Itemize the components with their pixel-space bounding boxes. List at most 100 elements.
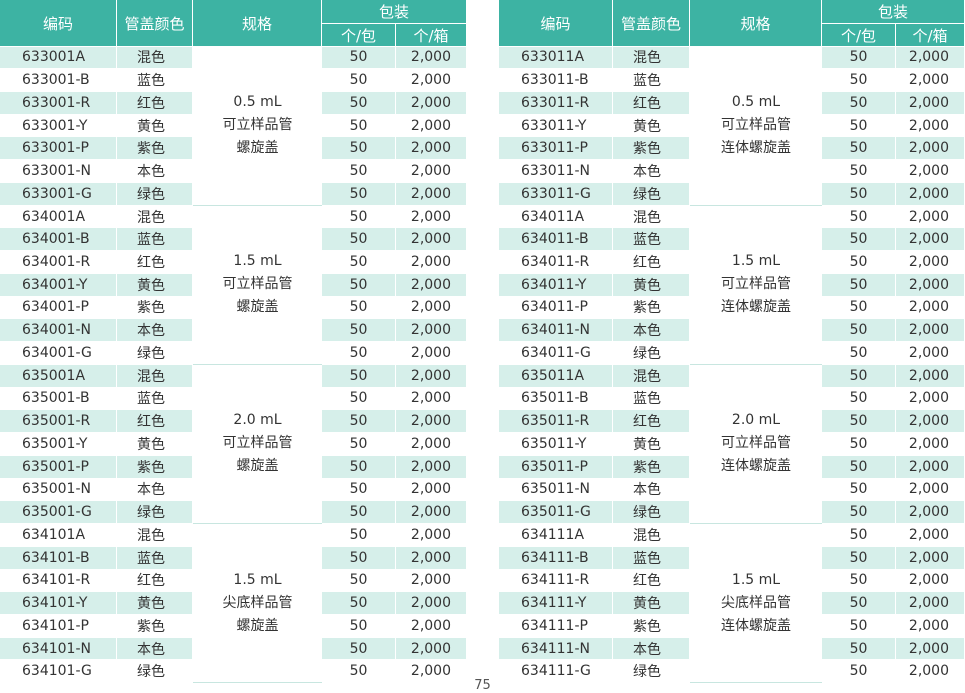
color-cell: 本色 — [613, 637, 690, 661]
spec-line: 2.0 mL — [731, 412, 781, 429]
code-cell: 634011-P — [499, 296, 613, 320]
code-cell: 635001A — [0, 364, 117, 388]
per-bag-cell: 50 — [322, 478, 396, 502]
per-box-cell: 2,000 — [396, 592, 467, 615]
per-box-cell: 2,000 — [396, 410, 467, 434]
code-cell: 635011-B — [499, 387, 613, 411]
spec-line: 1.5 mL — [233, 253, 282, 270]
color-cell: 黄色 — [613, 592, 690, 615]
per-bag-cell: 50 — [822, 91, 896, 115]
color-cell: 绿色 — [613, 660, 690, 684]
color-cell: 红色 — [613, 569, 690, 593]
per-box-cell: 2,000 — [896, 387, 965, 411]
code-cell: 635001-R — [0, 410, 117, 434]
per-bag-cell: 50 — [822, 46, 896, 70]
per-box-cell: 2,000 — [396, 455, 467, 479]
code-cell: 634001-G — [0, 342, 117, 365]
color-cell: 绿色 — [613, 342, 690, 365]
code-cell: 634011-G — [499, 342, 613, 365]
per-bag-cell: 50 — [322, 114, 396, 138]
per-bag-cell: 50 — [822, 137, 896, 161]
code-cell: 634001-R — [0, 251, 117, 274]
per-bag-cell: 50 — [322, 69, 396, 92]
per-bag-cell: 50 — [322, 296, 396, 320]
per-bag-cell: 50 — [822, 569, 896, 593]
per-box-cell: 2,000 — [896, 546, 965, 570]
per-bag-cell: 50 — [822, 114, 896, 138]
spec-line: 螺旋盖 — [236, 617, 279, 634]
color-cell: 混色 — [117, 46, 193, 70]
color-cell: 蓝色 — [117, 69, 193, 92]
spec-cell: 1.5 mL 尖底样品管 连体螺旋盖 — [690, 524, 822, 684]
color-cell: 本色 — [613, 160, 690, 183]
code-cell: 634011-N — [499, 319, 613, 343]
per-box-cell: 2,000 — [396, 660, 467, 684]
code-cell: 633011-N — [499, 160, 613, 183]
code-cell: 635001-B — [0, 387, 117, 411]
per-bag-cell: 50 — [822, 410, 896, 434]
header-cell: 包装 — [322, 0, 467, 23]
per-bag-cell: 50 — [322, 342, 396, 365]
per-bag-cell: 50 — [822, 273, 896, 297]
color-cell: 本色 — [613, 478, 690, 502]
per-box-cell: 2,000 — [896, 319, 965, 343]
color-cell: 红色 — [613, 251, 690, 274]
spec-line: 连体螺旋盖 — [721, 299, 791, 316]
per-bag-cell: 50 — [322, 410, 396, 434]
spec-cell: 1.5 mL 尖底样品管 螺旋盖 — [193, 524, 322, 684]
color-cell: 蓝色 — [117, 228, 193, 252]
code-cell: 633001A — [0, 46, 117, 70]
code-cell: 635011-G — [499, 501, 613, 525]
per-box-cell: 2,000 — [896, 410, 965, 434]
color-cell: 混色 — [117, 205, 193, 229]
spec-line: 尖底样品管 — [222, 594, 293, 611]
per-box-cell: 2,000 — [896, 69, 965, 92]
header-cell: 包装 — [822, 0, 965, 23]
spec-line: 可立样品管 — [721, 435, 791, 452]
code-cell: 635011-R — [499, 410, 613, 434]
per-box-cell: 2,000 — [896, 160, 965, 183]
per-bag-cell: 50 — [322, 137, 396, 161]
per-bag-cell: 50 — [822, 592, 896, 615]
per-bag-cell: 50 — [322, 433, 396, 456]
color-cell: 本色 — [117, 319, 193, 343]
color-cell: 绿色 — [117, 342, 193, 365]
code-cell: 634001-Y — [0, 273, 117, 297]
spec-cell: 0.5 mL 可立样品管 连体螺旋盖 — [690, 46, 822, 206]
per-bag-cell: 50 — [322, 455, 396, 479]
spec-line: 螺旋盖 — [236, 299, 279, 316]
spec-line: 可立样品管 — [222, 117, 293, 134]
per-box-cell: 2,000 — [896, 296, 965, 320]
per-box-cell: 2,000 — [396, 69, 467, 92]
color-cell: 黄色 — [117, 273, 193, 297]
per-bag-cell: 50 — [822, 478, 896, 502]
per-bag-cell: 50 — [322, 228, 396, 252]
color-cell: 红色 — [613, 410, 690, 434]
spec-line: 可立样品管 — [222, 276, 293, 293]
per-box-cell: 2,000 — [396, 524, 467, 547]
spec-line: 连体螺旋盖 — [721, 140, 791, 157]
code-cell: 634111-G — [499, 660, 613, 684]
per-bag-cell: 50 — [822, 546, 896, 570]
per-box-cell: 2,000 — [896, 228, 965, 252]
per-box-cell: 2,000 — [396, 501, 467, 525]
color-cell: 紫色 — [613, 615, 690, 638]
per-bag-cell: 50 — [322, 615, 396, 638]
per-box-cell: 2,000 — [396, 569, 467, 593]
code-cell: 634111-N — [499, 637, 613, 661]
per-box-cell: 2,000 — [896, 205, 965, 229]
per-box-cell: 2,000 — [396, 251, 467, 274]
per-box-cell: 2,000 — [396, 296, 467, 320]
code-cell: 634001-P — [0, 296, 117, 320]
color-cell: 蓝色 — [117, 546, 193, 570]
per-box-cell: 2,000 — [896, 637, 965, 661]
per-bag-cell: 50 — [322, 569, 396, 593]
per-box-cell: 2,000 — [396, 273, 467, 297]
spec-line: 2.0 mL — [233, 412, 282, 429]
color-cell: 混色 — [613, 46, 690, 70]
per-box-cell: 2,000 — [896, 342, 965, 365]
spec-line: 可立样品管 — [721, 276, 791, 293]
color-cell: 黄色 — [613, 273, 690, 297]
color-cell: 本色 — [117, 478, 193, 502]
